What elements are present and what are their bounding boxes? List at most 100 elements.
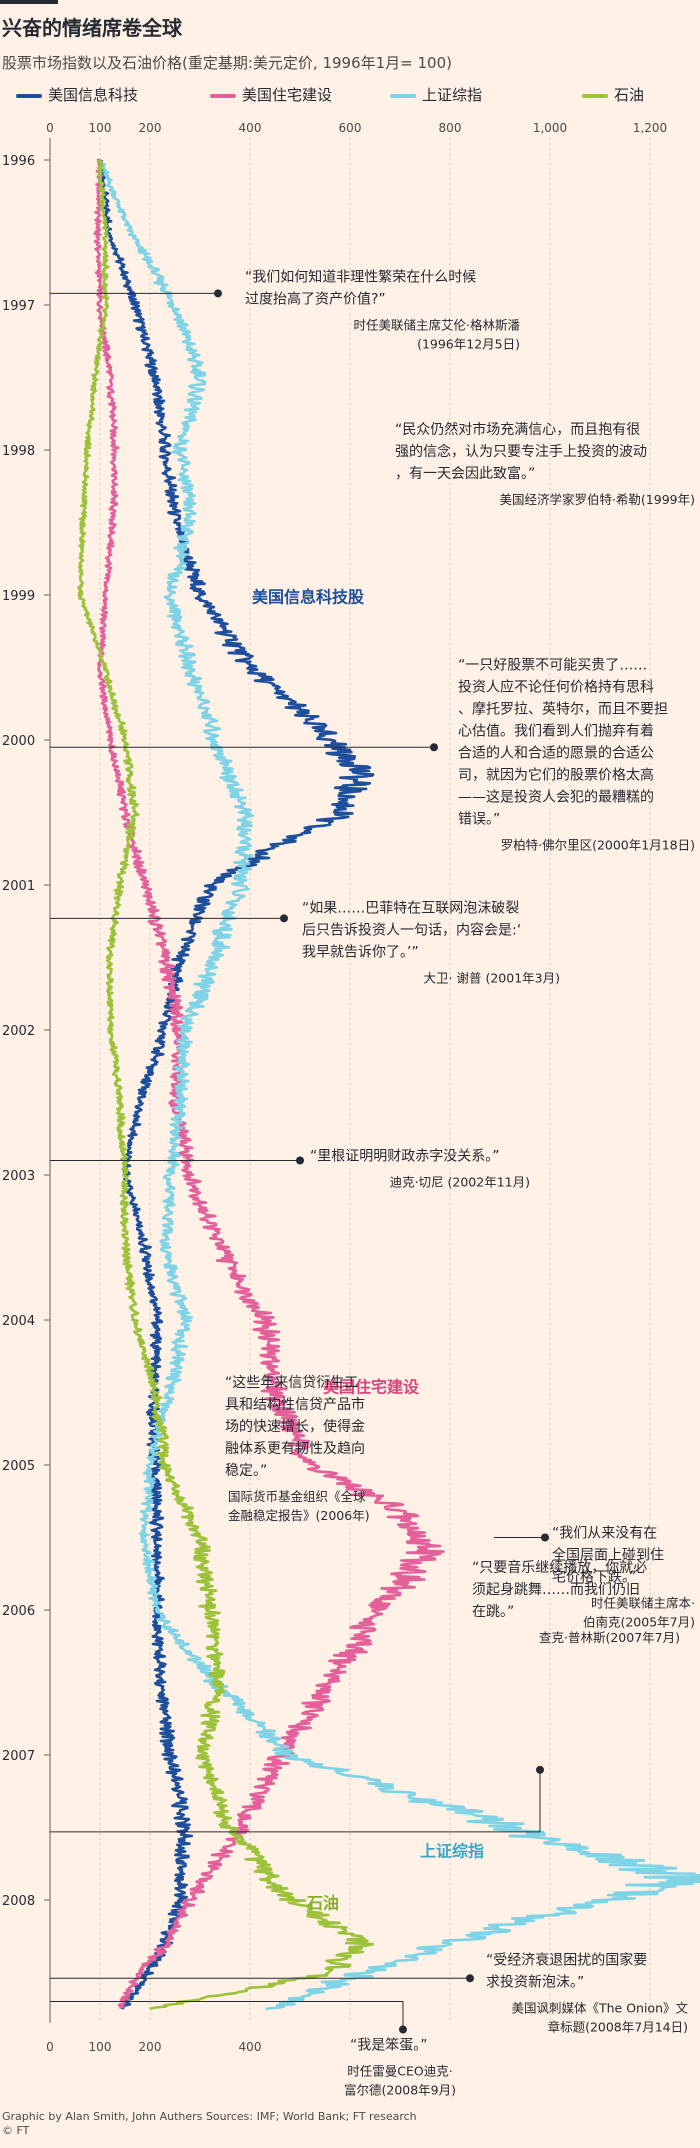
- annotation-quote-line: 强的信念，认为只要专注手上投资的波动: [395, 443, 647, 460]
- chart-subtitle: 股票市场指数以及石油价格(重定基期:美元定价, 1996年1月= 100): [2, 54, 452, 72]
- x-tick-label: 0: [46, 121, 54, 135]
- annotation-source-line: 罗柏特·佛尔里区(2000年1月18日): [501, 837, 695, 852]
- footer-credit: Graphic by Alan Smith, John Authers Sour…: [2, 2110, 417, 2123]
- y-tick-label: 2007: [2, 1749, 35, 1764]
- y-tick-label: 2006: [2, 1604, 35, 1619]
- annotation-quote-line: ，有一天会因此致富。”: [395, 465, 535, 482]
- x-tick-label: 200: [139, 121, 162, 135]
- series-label: 美国住宅建设: [323, 1378, 420, 1397]
- annotation-quote-line: 我早就告诉你了。’”: [302, 944, 419, 960]
- annotation-source-line: 迪克·切尼 (2002年11月): [390, 1175, 530, 1190]
- annotation-quote-line: “这些年来信贷衍生工: [225, 1374, 358, 1391]
- legend-label: 上证综指: [422, 86, 483, 104]
- legend-swatch: [582, 93, 608, 98]
- legend-item-oil: 石油: [582, 84, 644, 105]
- annotation-quote-line: 合适的人和合适的愿景的合适公: [458, 745, 654, 761]
- annotation-dot: [536, 1765, 544, 1774]
- annotation-source-line: 美国经济学家罗伯特·希勒(1999年): [499, 492, 695, 507]
- annotation-quote-line: 全国层面上碰到住: [552, 1547, 664, 1564]
- series-line-2: [96, 159, 700, 2011]
- legend-label: 美国住宅建设: [242, 86, 333, 104]
- annotation-quote-line: 场的快速增长，使得金: [225, 1418, 365, 1435]
- annotation-dot: [466, 1974, 474, 1983]
- annotation-quote-line: 求投资新泡沫。”: [486, 1974, 584, 1990]
- x-tick-label: 800: [439, 121, 462, 135]
- annotation-source-line: (1996年12月5日): [417, 336, 520, 351]
- annotation-quote-line: 后只告诉投资人一句话，内容会是:‘: [302, 921, 521, 938]
- annotation-quote-line: 错误。”: [458, 811, 500, 827]
- y-tick-label: 2004: [2, 1314, 35, 1329]
- annotation-quote-line: “我们从来没有在: [552, 1526, 657, 1542]
- x-tick-label: 600: [339, 121, 362, 135]
- annotation-quote-line: “受经济衰退困扰的国家要: [486, 1951, 647, 1968]
- legend: 美国信息科技 美国住宅建设 上证综指 石油: [2, 84, 692, 106]
- legend-swatch: [390, 93, 416, 98]
- annotation-source-line: 金融稳定报告》(2006年): [228, 1508, 370, 1523]
- legend-item-us-tech: 美国信息科技: [16, 84, 138, 105]
- y-tick-label: 1997: [2, 299, 35, 314]
- annotation-quote-line: 稳定。”: [225, 1463, 267, 1479]
- chart-title: 兴奋的情绪席卷全球: [2, 16, 182, 40]
- annotation-leader: [50, 2001, 404, 2030]
- y-tick-label: 2000: [2, 734, 35, 749]
- annotation-quote-line: “只要音乐继续播放，你就必: [472, 1559, 647, 1576]
- y-tick-label: 1998: [2, 444, 35, 459]
- annotation-source-line: 时任美联储主席艾伦·格林斯潘: [354, 317, 521, 332]
- y-tick-label: 1999: [2, 589, 35, 604]
- annotation-source-line: 大卫· 谢普 (2001年3月): [424, 970, 560, 985]
- annotation-source-line: 时任美联储主席本·: [591, 1596, 695, 1611]
- x-tick-label-bottom: 0: [46, 2040, 54, 2054]
- annotation-source-line: 国际货币基金组织《全球: [228, 1489, 366, 1504]
- x-tick-label: 1,000: [533, 121, 567, 135]
- line-chart: 0 100 200 400 600 800 1,000 1,200 0 100 200 400 1996…: [2, 121, 700, 2098]
- series-line-3: [77, 158, 375, 2011]
- x-tick-label-bottom: 100: [89, 2040, 112, 2054]
- annotation-quote-line: 投资人应不论任何价格持有思科: [458, 678, 654, 695]
- legend-label: 石油: [614, 86, 645, 104]
- annotation-source-line: 时任雷曼CEO迪克·: [347, 2064, 452, 2079]
- annotation-source-line: 伯南克(2005年7月): [583, 1615, 695, 1630]
- annotation-quote-line: 融体系更有韧性及趋向: [225, 1441, 365, 1457]
- y-tick-label: 2003: [2, 1169, 35, 1184]
- y-tick-label: 2001: [2, 879, 35, 894]
- y-tick-label: 1996: [2, 154, 35, 169]
- annotation-dot: [214, 289, 222, 298]
- annotation-source-line: 美国讽刺媒体《The Onion》文: [511, 2000, 688, 2015]
- y-tick-label: 2008: [2, 1894, 35, 1909]
- annotation-dot: [541, 1533, 549, 1542]
- series-label: 上证综指: [420, 1842, 484, 1861]
- annotation-quote-line: 具和结构性信贷产品市: [225, 1396, 365, 1413]
- x-tick-label: 1,200: [633, 121, 667, 135]
- annotation-quote-line: “我是笨蛋。”: [350, 2038, 428, 2054]
- annotation-quote-line: “民众仍然对市场充满信心，而且抱有很: [395, 421, 640, 438]
- series-line-0: [96, 158, 375, 2010]
- legend-swatch: [16, 93, 42, 98]
- annotation-quote-line: 过度抬高了资产价值?”: [245, 290, 386, 307]
- legend-item-us-homebuilders: 美国住宅建设: [210, 84, 332, 105]
- annotation-source-line: 富尔德(2008年9月): [344, 2083, 456, 2098]
- annotation-quote-line: 宅价格下跌。”: [552, 1570, 636, 1586]
- annotation-quote-line: 心估值。我们看到人们抛弃有着: [458, 723, 654, 739]
- annotation-quote-line: 、摩托罗拉、英特尔，而且不要担: [458, 700, 668, 717]
- ft-top-bar: [0, 0, 58, 4]
- annotation-dot: [280, 914, 288, 923]
- annotation-dot: [296, 1156, 304, 1165]
- legend-label: 美国信息科技: [48, 86, 139, 104]
- annotation-quote-line: “如果……巴菲特在互联网泡沫破裂: [302, 900, 519, 916]
- footer: Graphic by Alan Smith, John Authers Sour…: [2, 2110, 417, 2138]
- annotation-dot: [430, 743, 438, 752]
- annotation-dot: [399, 2025, 407, 2034]
- footer-copyright: © FT: [2, 2124, 30, 2137]
- x-tick-label: 400: [239, 121, 262, 135]
- series-label: 石油: [306, 1894, 339, 1913]
- annotation-quote-line: 司，就因为它们的股票价格太高: [458, 766, 654, 783]
- annotation-source-line: 查克·普林斯(2007年7月): [539, 1630, 680, 1645]
- y-tick-label: 2005: [2, 1459, 35, 1474]
- annotation-quote-line: ——这是投资人会犯的最糟糕的: [458, 788, 654, 805]
- x-tick-label: 100: [89, 121, 112, 135]
- y-tick-label: 2002: [2, 1024, 35, 1039]
- annotation-source-line: 章标题(2008年7月14日): [548, 2019, 688, 2034]
- annotation-quote-line: 须起身跳舞……而我们仍旧: [472, 1582, 640, 1598]
- x-tick-label-bottom: 200: [139, 2040, 162, 2054]
- x-tick-label-bottom: 400: [239, 2040, 262, 2054]
